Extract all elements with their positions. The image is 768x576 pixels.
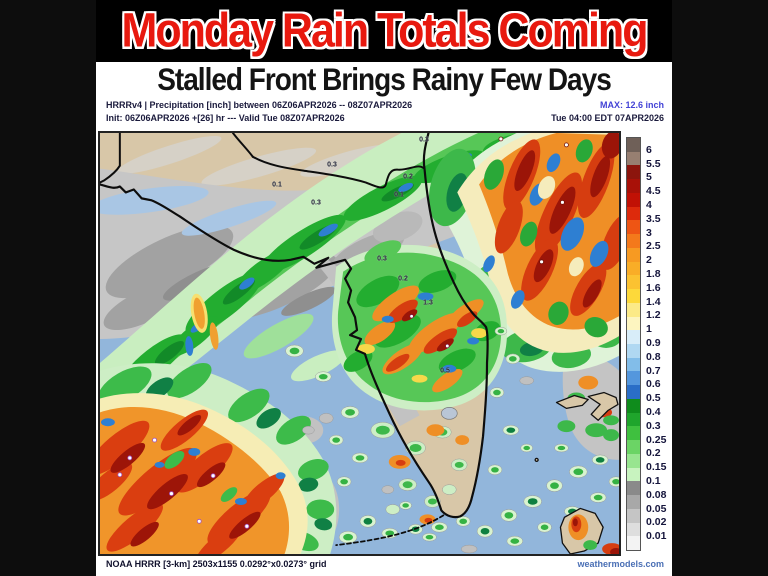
precip-colorbar (626, 137, 641, 551)
max-value-label: MAX: 12.6 inch (599, 100, 664, 110)
colorbar-segment (627, 165, 640, 180)
valid-local-time: Tue 04:00 EDT 07APR2026 (551, 113, 664, 123)
colorbar-segment (627, 138, 640, 152)
colorbar-label: 1.2 (646, 309, 661, 322)
colorbar-segment (627, 467, 640, 482)
colorbar-segment (627, 151, 640, 166)
contour-value-label: 0.2 (403, 173, 413, 181)
init-valid-line: Init: 06Z06APR2026 +[26] hr --- Valid Tu… (106, 113, 345, 123)
contour-value-label: 0.2 (398, 275, 408, 283)
colorbar-segment (627, 412, 640, 427)
colorbar-label: 0.4 (646, 406, 661, 418)
subtitle-bar: Stalled Front Brings Rainy Few Days (96, 62, 672, 98)
colorbar-label: 0.7 (646, 364, 661, 377)
colorbar-label: 0.2 (646, 447, 661, 460)
contour-value-label: 0.3 (311, 199, 321, 207)
colorbar-label: 2.5 (646, 240, 661, 253)
colorbar-segment (627, 371, 640, 386)
lake-okeechobee (441, 407, 458, 420)
watermark-weathermodels: weathermodels.com (577, 559, 664, 569)
colorbar-label: 4 (646, 199, 652, 211)
colorbar-segment (627, 385, 640, 399)
grid-info: NOAA HRRR [3-km] 2503x1155 0.0292°x0.027… (106, 559, 327, 569)
colorbar-segment (627, 330, 640, 345)
colorbar-label: 1.8 (646, 268, 661, 280)
bahamas-rain-cells (557, 415, 619, 554)
colorbar-segment (627, 179, 640, 193)
colorbar-label: 0.6 (646, 378, 661, 391)
colorbar-segment (627, 522, 640, 537)
colorbar-label: 0.05 (646, 502, 667, 515)
main-title: Monday Rain Totals Coming (121, 4, 649, 58)
contour-value-label: 0.3 (327, 161, 337, 169)
contour-value-label: 1.3 (423, 299, 433, 307)
colorbar-segment (627, 261, 640, 276)
graphic-content: Monday Rain Totals Coming Stalled Front … (96, 0, 672, 576)
colorbar-segment (627, 440, 640, 454)
colorbar-segment (627, 234, 640, 248)
colorbar-segment (627, 316, 640, 331)
model-description: HRRRv4 | Precipitation [inch] between 06… (106, 100, 413, 110)
colorbar-segment (627, 289, 640, 303)
subtitle: Stalled Front Brings Rainy Few Days (157, 62, 612, 97)
heavy-rain-gulf (100, 362, 337, 554)
colorbar-segment (627, 495, 640, 509)
colorbar-segment (627, 206, 640, 221)
colorbar-label: 0.8 (646, 350, 661, 363)
contour-value-label: 0.3 (419, 136, 429, 144)
coastline-borders (100, 133, 489, 546)
colorbar-label: 0.9 (646, 337, 661, 349)
colorbar-label: 6 (646, 143, 652, 156)
contour-value-label: 0.5 (440, 367, 450, 375)
colorbar-segment (627, 453, 640, 468)
colorbar-label: 0.25 (646, 433, 667, 446)
colorbar-segment (627, 481, 640, 496)
contour-value-label: 0.1 (272, 181, 282, 189)
colorbar-label: 1.4 (646, 295, 661, 308)
colorbar-label: 3.5 (646, 212, 661, 225)
colorbar-label: 1 (646, 323, 652, 336)
precipitation-map: 0.3 0.1 0.3 0.2 0.1 0.3 0.3 0.2 1.3 0.5 (98, 131, 621, 556)
colorbar-segment (627, 302, 640, 317)
colorbar-label: 0.02 (646, 516, 667, 529)
colorbar-label: 3 (646, 226, 652, 239)
colorbar-label: 0.01 (646, 530, 667, 543)
colorbar-label: 0.5 (646, 392, 661, 405)
colorbar-label: 4.5 (646, 185, 661, 198)
colorbar-label: 0.15 (646, 461, 667, 474)
colorbar-label: 0.3 (646, 419, 661, 432)
colorbar-segment (627, 247, 640, 262)
colorbar-label: 0.08 (646, 488, 667, 501)
colorbar-segment (627, 398, 640, 413)
model-header: HRRRv4 | Precipitation [inch] between 06… (106, 99, 664, 125)
colorbar-label: 2 (646, 254, 652, 267)
title-bar: Monday Rain Totals Coming (96, 0, 672, 62)
colorbar-label: 1.6 (646, 281, 661, 294)
colorbar-segment (627, 275, 640, 290)
colorbar-segment (627, 508, 640, 523)
contour-value-label: 0.3 (377, 255, 387, 263)
map-canvas (100, 133, 619, 554)
scattered-shower-cells (285, 326, 619, 554)
colorbar-segment (627, 357, 640, 372)
colorbar-segment (627, 344, 640, 358)
florida-keys (335, 514, 445, 546)
colorbar-segment (627, 536, 640, 551)
contour-value-label: 0.1 (394, 191, 404, 199)
colorbar-segment (627, 220, 640, 235)
colorbar-segment (627, 426, 640, 441)
colorbar-label: 5 (646, 171, 652, 184)
colorbar-segment (627, 192, 640, 207)
colorbar-label: 5.5 (646, 157, 661, 170)
footer: NOAA HRRR [3-km] 2503x1155 0.0292°x0.027… (106, 559, 664, 569)
colorbar-label: 0.1 (646, 475, 661, 487)
